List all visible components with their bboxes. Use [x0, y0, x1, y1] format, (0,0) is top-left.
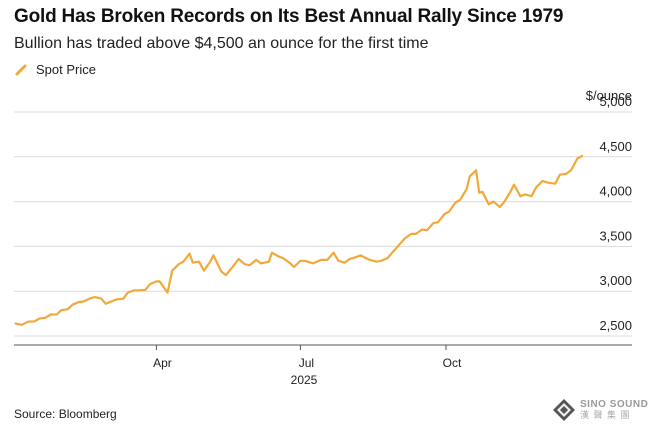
- y-tick-label: 5,000: [599, 94, 632, 109]
- x-axis: Apr Jul Oct: [14, 344, 632, 370]
- y-tick-label: 4,500: [599, 139, 632, 154]
- x-tick-label: Oct: [443, 356, 462, 370]
- legend-swatch: [15, 64, 27, 75]
- y-axis-label: $/ounce: [586, 88, 632, 103]
- y-axis: 2,500 3,000 3,500 4,000 4,500 5,000: [599, 94, 632, 333]
- x-axis-year-label: 2025: [291, 373, 318, 387]
- series-group: [14, 154, 584, 326]
- grid-lines: [14, 111, 632, 337]
- y-tick-label: 3,000: [599, 273, 632, 288]
- x-tick-label: Jul: [299, 356, 314, 370]
- x-tick-label: Apr: [153, 356, 172, 370]
- chart-subtitle: Bullion has traded above $4,500 an ounce…: [14, 35, 429, 52]
- chart-title: Gold Has Broken Records on Its Best Annu…: [14, 6, 564, 27]
- series-line-spot-price: [14, 154, 584, 326]
- y-tick-label: 4,000: [599, 184, 632, 199]
- y-tick-label: 3,500: [599, 228, 632, 243]
- diamond-logo-icon: [553, 399, 575, 421]
- logo-line-2: 漢 聲 集 團: [580, 410, 631, 420]
- y-tick-label: 2,500: [599, 318, 632, 333]
- sino-sound-logo: SINO SOUND 漢 聲 集 團: [552, 398, 648, 422]
- legend-label: Spot Price: [36, 62, 96, 77]
- logo-line-1: SINO SOUND: [580, 399, 649, 410]
- legend: Spot Price: [14, 62, 96, 77]
- source-note: Source: Bloomberg: [14, 407, 117, 421]
